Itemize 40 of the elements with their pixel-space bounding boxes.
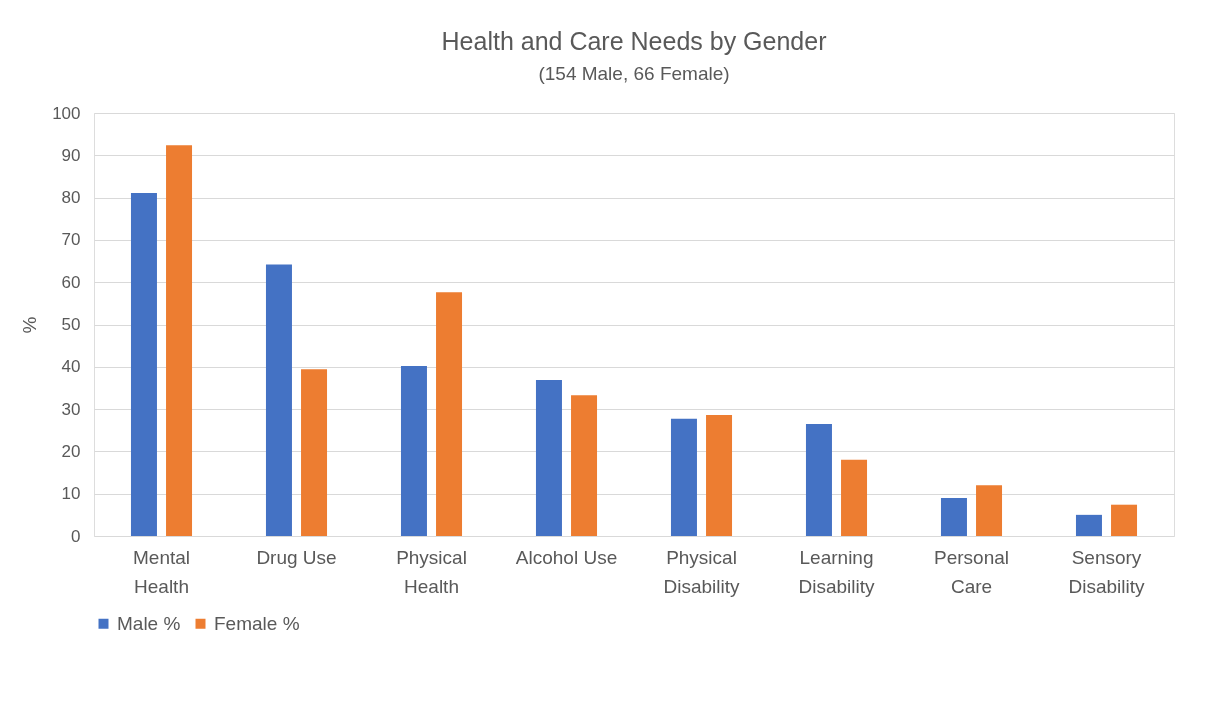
bar <box>805 423 832 536</box>
y-tick-label: 50 <box>61 315 81 334</box>
y-tick-label: 90 <box>61 145 81 165</box>
bar <box>130 192 157 536</box>
y-tick-label: 40 <box>61 357 81 377</box>
y-tick-label: 100 <box>52 103 81 123</box>
bar <box>436 292 463 536</box>
bar <box>265 264 292 536</box>
bar <box>166 145 193 536</box>
x-tick-label: Physical Disability <box>663 546 740 597</box>
bar <box>940 497 967 536</box>
bar <box>1111 504 1138 536</box>
chart-subtitle: (154 Male, 66 Female) <box>538 63 730 84</box>
bar <box>976 485 1003 536</box>
x-tick-label: Mental Health <box>132 546 191 597</box>
bar <box>841 459 868 536</box>
y-tick-label: 0 <box>71 526 81 546</box>
y-tick-label: 30 <box>61 399 81 419</box>
x-tick-label: Personal Care <box>934 546 1009 597</box>
bar <box>301 369 328 536</box>
legend-label: Female % <box>214 612 300 634</box>
y-tick-label: 20 <box>61 441 81 461</box>
x-tick-label: Drug Use <box>256 546 337 568</box>
bar <box>571 395 598 536</box>
bar <box>535 379 562 536</box>
bar <box>670 418 697 536</box>
legend-label: Male % <box>117 612 181 634</box>
x-tick-label: Sensory Disability <box>1068 546 1145 597</box>
y-axis-title: % <box>19 316 41 334</box>
y-tick-label: 70 <box>61 230 81 250</box>
y-tick-label: 80 <box>61 188 81 208</box>
bar <box>1075 514 1102 536</box>
y-tick-label: 60 <box>61 272 81 292</box>
bar <box>400 365 427 536</box>
x-tick-label: Physical Health <box>396 546 467 597</box>
bar <box>706 415 733 536</box>
chart-title: Health and Care Needs by Gender <box>441 27 827 55</box>
x-tick-label: Learning Disability <box>798 546 875 597</box>
y-tick-label: 10 <box>61 484 81 504</box>
x-tick-label: Alcohol Use <box>515 546 618 568</box>
